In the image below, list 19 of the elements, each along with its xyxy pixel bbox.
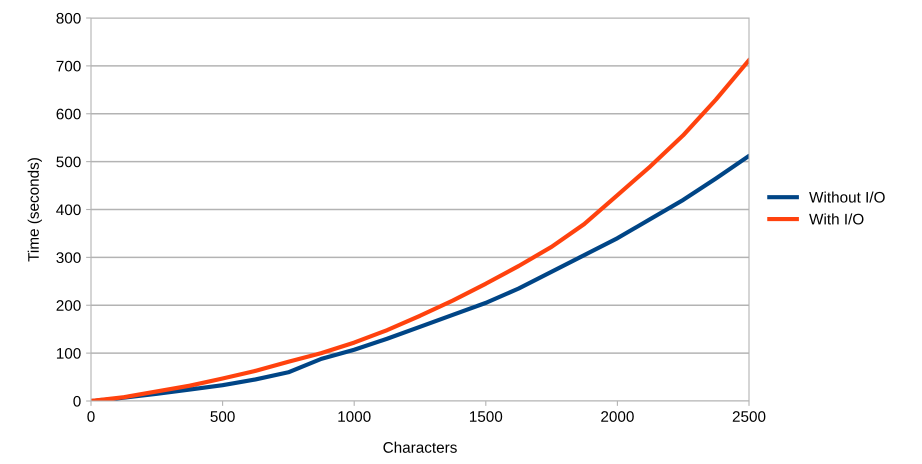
x-tick-label: 1500 [470, 411, 502, 422]
y-tick-label: 800 [56, 12, 81, 24]
y-tick-label: 200 [56, 300, 81, 311]
y-tick-label: 500 [56, 156, 81, 168]
x-tick-label: 1000 [338, 411, 371, 422]
y-tick-label: 0 [73, 396, 81, 407]
y-tick-label: 300 [56, 252, 81, 264]
x-tick-label: 2500 [732, 411, 766, 422]
y-tick-label: 400 [56, 204, 81, 216]
x-tick-label: 2000 [601, 411, 634, 422]
x-tick-label: 500 [210, 411, 235, 422]
y-tick-label: 700 [56, 60, 81, 72]
legend-label: Without I/O [809, 191, 885, 203]
x-tick-label: 0 [87, 411, 95, 422]
y-tick-label: 100 [56, 348, 81, 359]
y-tick-label: 600 [56, 108, 81, 120]
legend-label: With I/O [809, 213, 864, 225]
x-axis-title: Characters [383, 442, 457, 453]
y-axis-title: Time (seconds) [28, 158, 42, 262]
